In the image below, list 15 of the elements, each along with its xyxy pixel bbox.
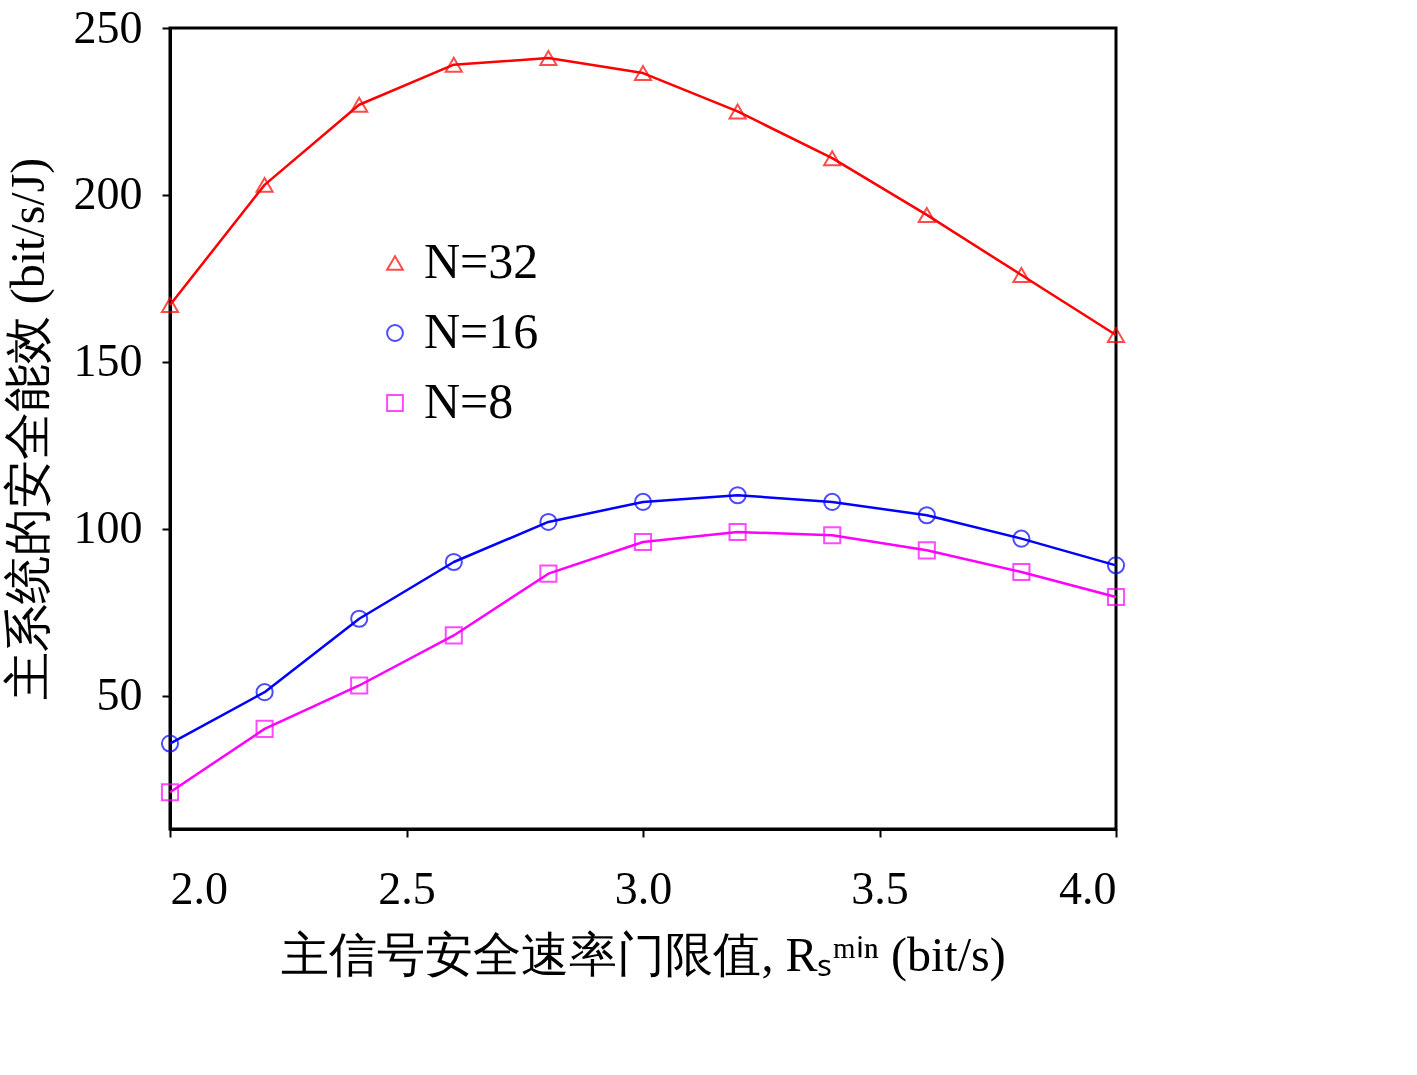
x-tick-label: 3.5 [851,862,909,914]
y-tick-label: 100 [73,502,143,554]
legend-label: N=32 [424,233,539,289]
y-tick-label: 150 [73,335,143,387]
x-tick-label: 2.5 [378,862,436,914]
legend-label: N=16 [424,303,539,359]
y-tick-label: 250 [73,1,143,53]
y-tick-label: 200 [73,168,143,220]
y-axis-title: 主系统的安全能效 (bit/s/J) [0,157,55,701]
x-tick-label: 3.0 [614,862,673,914]
legend-label: N=8 [424,373,514,429]
x-axis-title: 主信号安全速率门限值, Rₛᵐⁱⁿ (bit/s) [281,927,1006,982]
x-tick-label: 4.0 [1059,862,1117,914]
x-tick-label: 2.0 [170,862,228,914]
y-tick-label: 50 [96,669,143,720]
